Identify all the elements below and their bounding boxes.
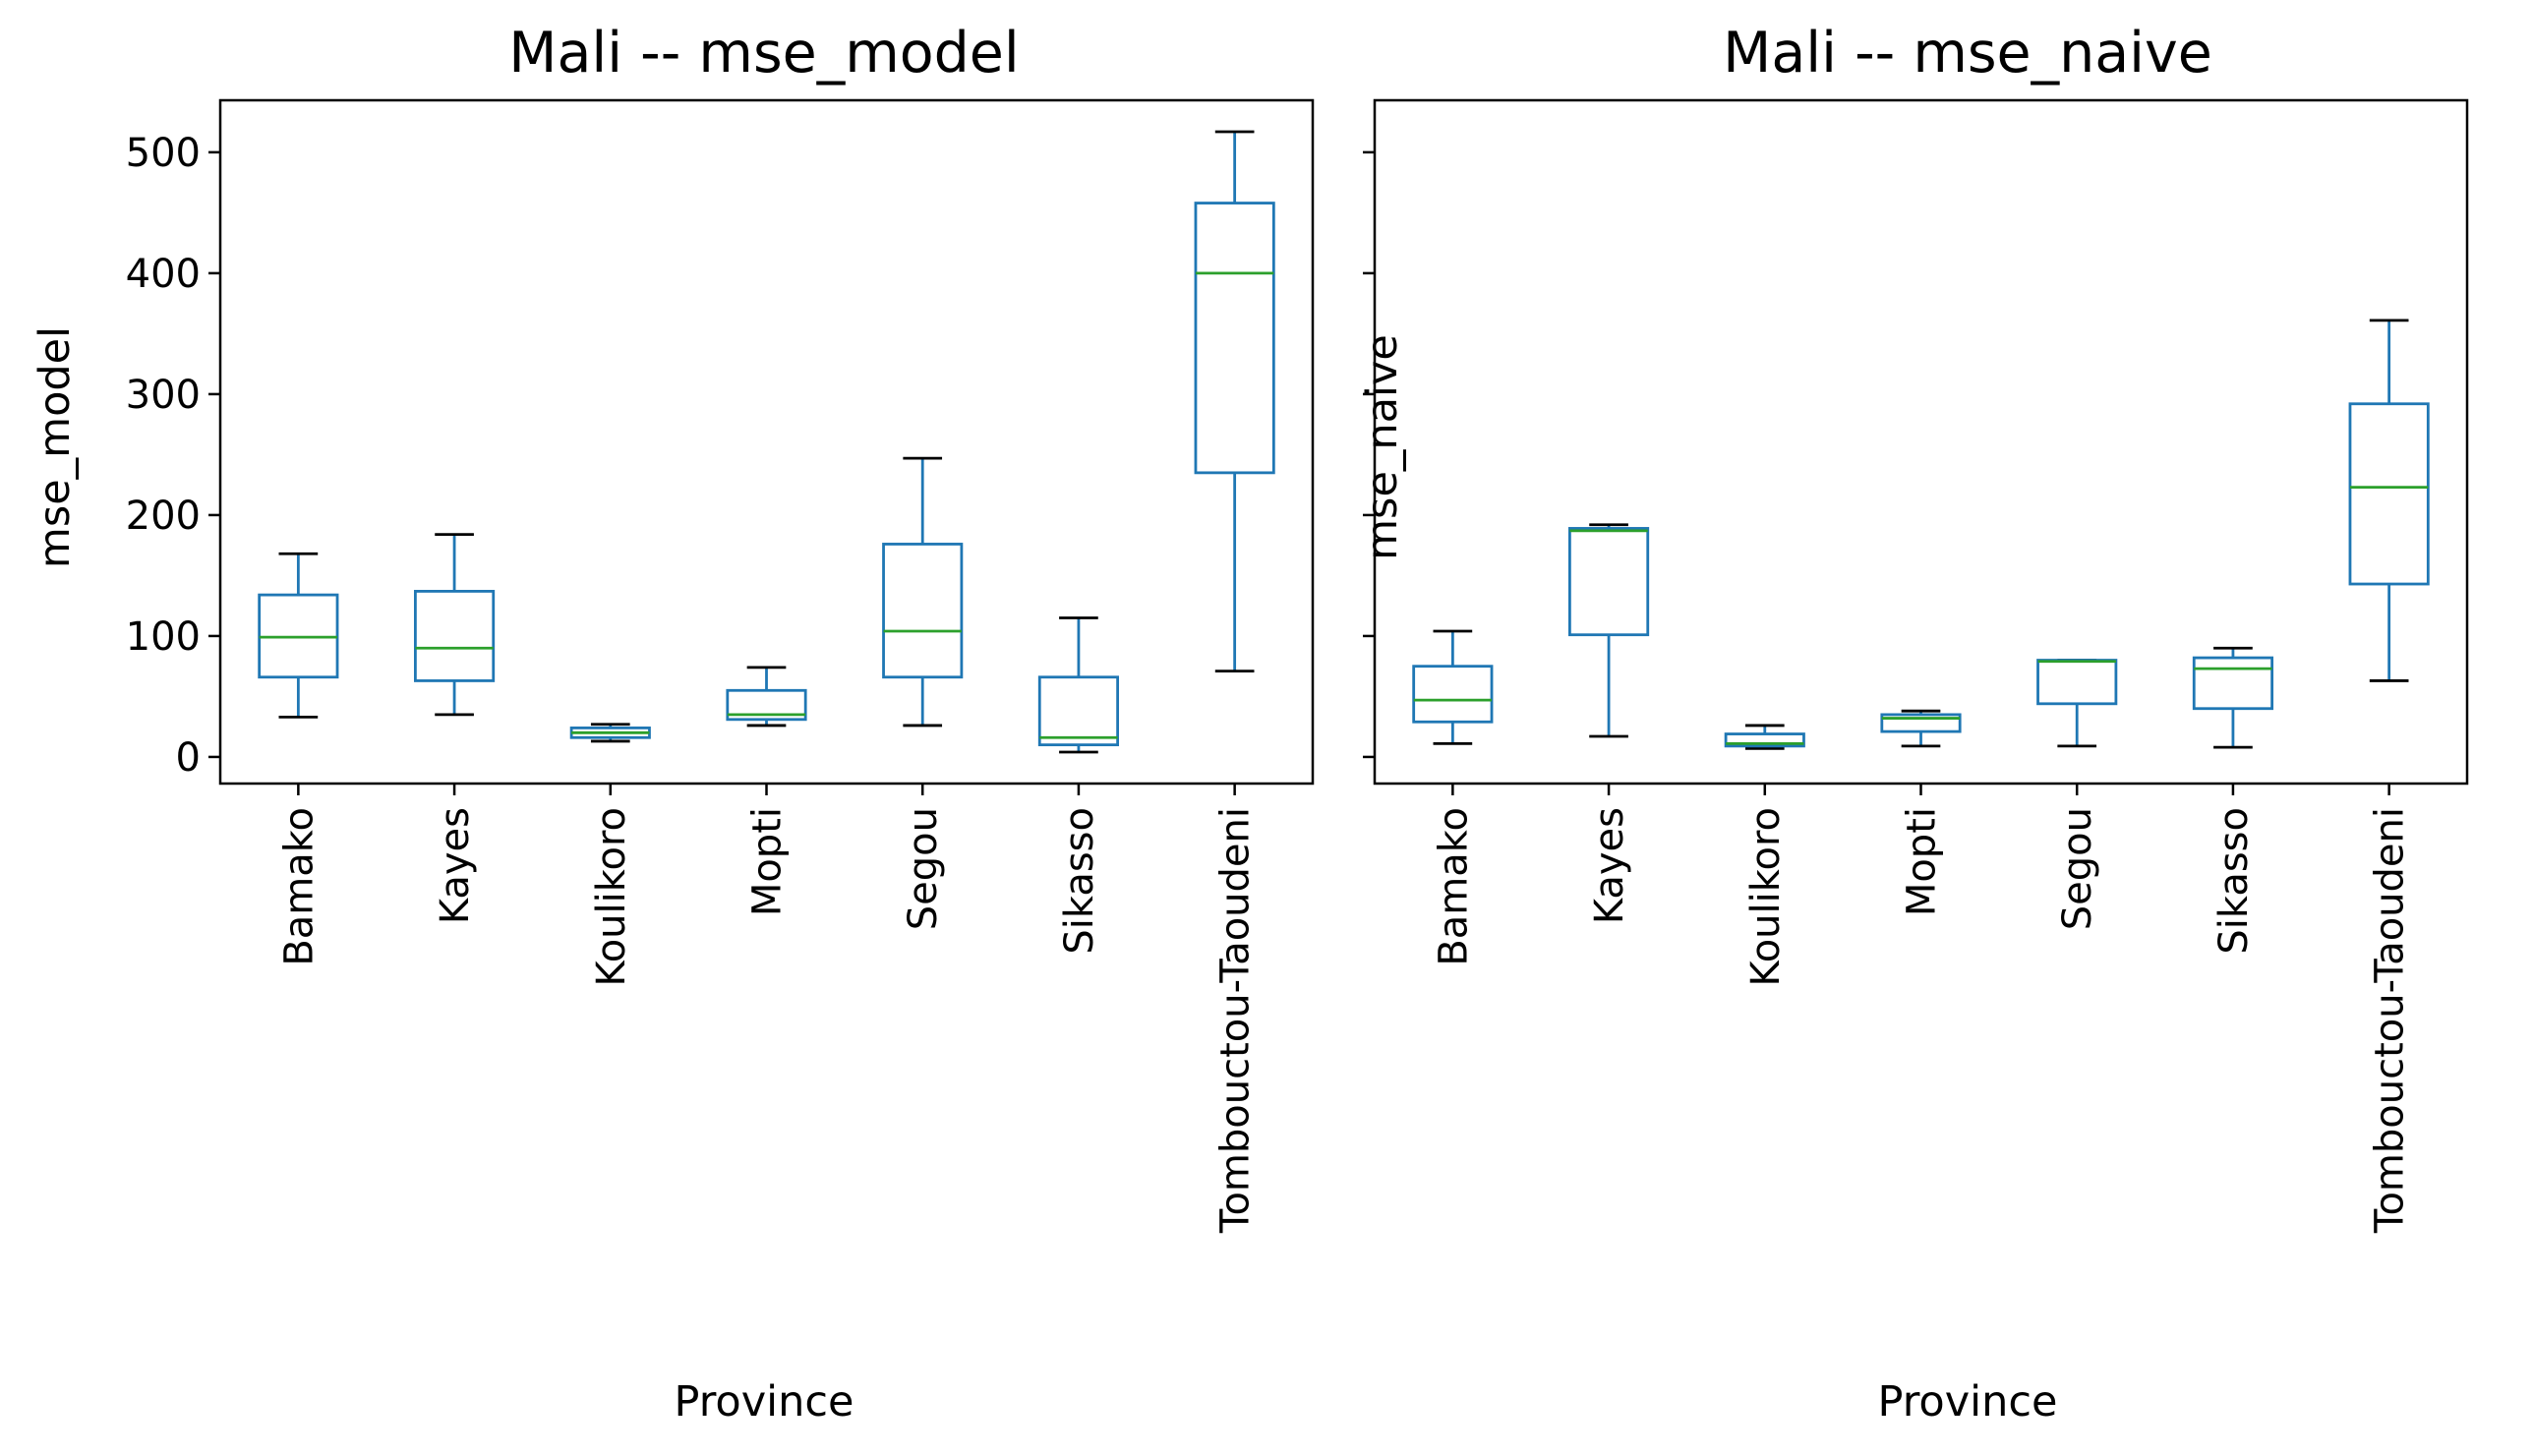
y-axis-label: mse_model (30, 326, 80, 568)
iqr-box (882, 543, 964, 679)
iqr-box (413, 590, 496, 682)
box-segou (2036, 659, 2118, 748)
x-tick-label: Kayes (1587, 807, 1632, 924)
y-tick-label: 100 (126, 614, 201, 660)
y-axis-label: mse_naive (1358, 334, 1407, 560)
x-tick-label: Tombouctou-Taoudeni (2368, 807, 2413, 1234)
y-tick-label: 400 (126, 252, 201, 297)
box-sikasso (1037, 616, 1120, 754)
x-tick-label: Koulikoro (589, 807, 634, 987)
box-tombouctou-taoudeni (1194, 130, 1275, 673)
box-mopti (726, 666, 807, 728)
y-tick-label: 0 (176, 735, 201, 781)
x-tick-label: Kayes (433, 807, 478, 924)
box-segou (882, 456, 964, 728)
chart-title: Mali -- mse_naive (1723, 21, 2212, 86)
x-axis-label: Province (675, 1377, 854, 1427)
x-tick-label: Sikasso (2211, 807, 2257, 955)
box-kayes (413, 533, 496, 717)
x-tick-label: Sikasso (1057, 807, 1102, 955)
plot-area: Bamako Kayes Koulikoro Mopti Segou Sikasso Tom… (1363, 98, 2469, 1234)
box-sikasso (2192, 646, 2274, 749)
chart-panel-mse-naive: Mali -- mse_naive mse_naive Province Bam… (1358, 21, 2469, 1427)
x-axis-label: Province (1878, 1377, 2058, 1427)
x-tick-label: Mopti (1900, 807, 1945, 916)
x-tick-label: Segou (901, 807, 946, 930)
iqr-box (1194, 202, 1275, 475)
box-mopti (1880, 709, 1962, 748)
x-tick-label: Tombouctou-Taoudeni (1213, 807, 1259, 1234)
x-tick-label: Bamako (1431, 807, 1476, 966)
box-tombouctou-taoudeni (2348, 319, 2430, 682)
x-tick-label: Mopti (745, 807, 791, 916)
axes-frame (218, 98, 1315, 786)
box-bamako (258, 552, 339, 719)
iqr-box (726, 688, 807, 722)
axes-frame (1373, 98, 2469, 786)
y-tick-label: 500 (126, 131, 201, 176)
iqr-box (1880, 713, 1962, 733)
iqr-box (2192, 656, 2274, 711)
iqr-box (1037, 675, 1120, 747)
iqr-box (2348, 402, 2430, 586)
x-tick-label: Segou (2055, 807, 2100, 930)
iqr-box (1724, 732, 1805, 748)
box-bamako (1412, 629, 1494, 745)
box-kayes (1567, 523, 1650, 738)
plot-area: 0 100 200 300 400 500 Bamako Kayes Koulikoro Mopt… (126, 98, 1315, 1234)
y-tick-label: 300 (126, 373, 201, 418)
box-koulikoro (1724, 724, 1805, 750)
y-tick-label: 200 (126, 494, 201, 539)
x-tick-label: Bamako (276, 807, 322, 966)
iqr-box (1412, 665, 1494, 724)
box-koulikoro (569, 723, 651, 743)
x-tick-label: Koulikoro (1743, 807, 1789, 987)
iqr-box (1567, 527, 1650, 637)
chart-panel-mse-model: Mali -- mse_model mse_model Province 0 10… (30, 21, 1315, 1427)
chart-title: Mali -- mse_model (508, 21, 1019, 86)
